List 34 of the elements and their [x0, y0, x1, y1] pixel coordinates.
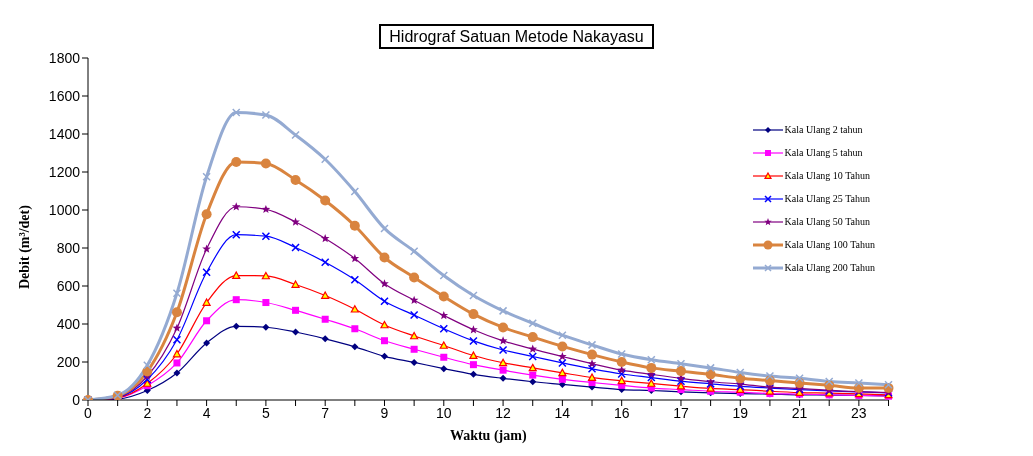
y-tick-label: 200	[56, 353, 81, 370]
y-tick-label: 1200	[48, 163, 81, 180]
x-tick-label: 5	[261, 404, 270, 421]
x-tick-label: 14	[554, 404, 571, 421]
legend-label: Kala Ulang 50 Tahun	[784, 215, 870, 229]
x-tick-label: 7	[321, 404, 330, 421]
y-tick-label: 1800	[48, 49, 81, 66]
x-tick-label: 23	[851, 404, 867, 421]
y-tick-label: 600	[56, 277, 81, 294]
legend-label: Kala Ulang 200 Tahun	[784, 261, 875, 275]
x-tick-label: 12	[495, 404, 512, 421]
y-axis-title: Debit (m³/det)	[16, 204, 33, 289]
legend-label: Kala Ulang 100 Tahun	[784, 238, 875, 252]
y-tick-label: 1000	[48, 201, 81, 218]
x-tick-label: 17	[673, 404, 689, 421]
x-tick-label: 0	[84, 404, 93, 421]
x-tick-label: 4	[202, 404, 211, 421]
y-tick-label: 1400	[48, 125, 81, 142]
chart-title: Hidrograf Satuan Metode Nakayasu	[379, 24, 654, 49]
x-tick-label: 2	[143, 404, 152, 421]
y-tick-label: 1600	[48, 87, 81, 104]
x-tick-label: 19	[732, 404, 749, 421]
legend-label: Kala Ulang 5 tahun	[784, 146, 863, 160]
x-tick-label: 16	[613, 404, 630, 421]
y-tick-label: 400	[56, 315, 81, 332]
x-tick-label: 9	[380, 404, 389, 421]
legend-label: Kala Ulang 10 Tahun	[784, 169, 870, 183]
y-tick-label: 0	[72, 391, 81, 408]
x-axis-title: Waktu (jam)	[449, 428, 527, 444]
legend-label: Kala Ulang 2 tahun	[784, 123, 863, 137]
x-tick-label: 10	[436, 404, 452, 421]
x-tick-label: 21	[791, 404, 808, 421]
legend-label: Kala Ulang 25 Tahun	[784, 192, 870, 206]
y-tick-label: 800	[56, 239, 81, 256]
